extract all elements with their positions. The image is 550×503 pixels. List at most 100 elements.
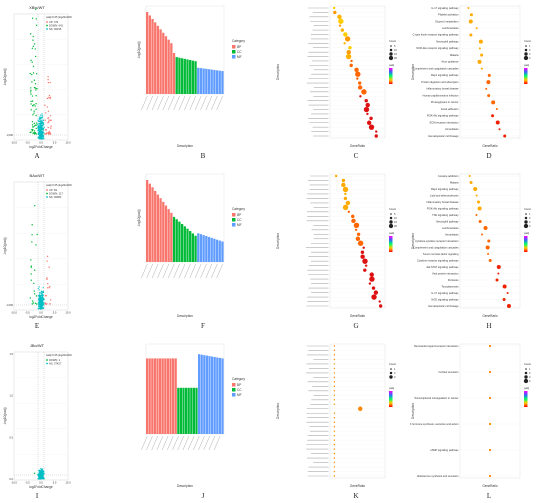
volcano-point-down (31, 100, 34, 102)
go-dot (495, 120, 500, 125)
panel-k-go-dot: GeneRatio Description Count 1 2 3 padj (275, 340, 410, 490)
count-legend-label: 1 (529, 212, 531, 216)
count-legend-dot (525, 213, 527, 215)
x-tick-label-stub (213, 435, 221, 451)
term-label: Platelet activation (438, 13, 459, 17)
count-legend-dot (524, 48, 528, 52)
volcano-point-ns (37, 295, 40, 297)
x-tick-label: 5.0 (53, 481, 57, 485)
go-bar (186, 59, 189, 94)
y-axis-label: Description (411, 64, 415, 80)
volcano-point-ns (42, 131, 44, 133)
go-dot (333, 367, 336, 370)
count-legend-title: Count (524, 39, 531, 43)
go-dot (347, 210, 351, 214)
volcano-point-ns (40, 128, 42, 130)
volcano-point-down (31, 303, 33, 305)
volcano-point-ns (38, 133, 40, 136)
volcano-point-ns (40, 299, 43, 301)
go-bar (216, 357, 219, 434)
volcano-point-ns (38, 476, 40, 479)
volcano-point-ns (43, 472, 45, 474)
volcano-point-ns (40, 121, 43, 124)
go-dot (353, 222, 360, 229)
term-label: Pertussis (448, 278, 459, 282)
volcano-point-up (49, 119, 52, 122)
term-label: Focal adhesion (441, 107, 459, 111)
go-dot (491, 114, 495, 118)
term-label: Cytokine receptor signaling pathway (417, 258, 459, 262)
go-bar (162, 201, 165, 262)
legend-swatch (46, 359, 48, 361)
term-label: Hematopoietic cell lineage (428, 304, 459, 308)
volcano-point-down (35, 73, 38, 75)
go-bar (148, 15, 151, 95)
count-legend-title: Count (524, 362, 531, 366)
volcano-point-up (47, 282, 49, 285)
x-tick-label-stub (200, 263, 207, 279)
term-label: Complement and coagulation cascades (413, 66, 459, 70)
panel-letter-h: H (486, 322, 492, 330)
volcano-point-down (31, 128, 33, 131)
go-bar (189, 60, 192, 94)
x-axis-label: log2FoldChange (29, 315, 53, 319)
volcano-point-down (29, 72, 31, 75)
volcano-point-up (46, 287, 49, 289)
panel-a-volcano: XBtx/WT padj<0.05 |log2FoldChange|>0.58UP… (2, 2, 72, 150)
volcano-point-ns (39, 471, 41, 474)
y-tick-label: 1,000 (7, 133, 14, 137)
go-dot (333, 430, 336, 432)
go-bar (197, 233, 200, 262)
volcano-point-up (48, 94, 51, 97)
x-tick-label-stub (141, 435, 148, 451)
x-tick-label-stub (189, 263, 196, 279)
go-dot (369, 276, 375, 282)
go-dot (351, 218, 356, 224)
go-dot (373, 290, 379, 295)
legend-label: CC (237, 218, 242, 222)
x-tick-label: -10.0 (11, 141, 17, 145)
volcano-point-up (49, 81, 51, 84)
go-dot (378, 300, 381, 303)
term-label: Malaria (450, 180, 459, 184)
plot-area (459, 343, 521, 479)
go-bar (203, 355, 206, 434)
go-dot (346, 49, 351, 55)
go-dot (475, 27, 478, 30)
volcano-point-up (48, 266, 50, 268)
x-tick-label-stub (141, 95, 148, 111)
go-dot (337, 14, 342, 20)
y-axis-label: Description (276, 233, 280, 249)
go-bar (148, 358, 151, 434)
volcano-point-ns (41, 477, 43, 479)
go-dot (333, 417, 336, 419)
volcano-point-down (33, 112, 35, 114)
term-label: ECM-receptor interaction (430, 120, 459, 124)
panel-i-volcano: JBo/WT padj<0.05 |log2FoldChange|>0.58DOW… (2, 340, 72, 490)
volcano-point-down (31, 17, 34, 19)
volcano-point-down (32, 45, 35, 48)
volcano-point-ns (39, 135, 41, 137)
volcano-point-ns (40, 297, 42, 300)
volcano-point-down (29, 33, 32, 35)
go-bar (146, 180, 149, 262)
x-tick-label-stub (146, 263, 153, 279)
count-legend-label: 5 (394, 44, 396, 48)
count-legend-dot (389, 371, 393, 375)
go-dot (355, 236, 361, 241)
panel-letter-c: C (353, 152, 359, 160)
volcano-point-down (35, 244, 37, 246)
go-bar (159, 29, 162, 94)
legend-swatch (232, 213, 236, 217)
volcano-point-down (35, 295, 38, 297)
volcano-point-ns (40, 467, 42, 470)
volcano-point-down (32, 302, 35, 304)
x-tick-label-stub (173, 263, 180, 279)
volcano-point-ns (40, 303, 42, 306)
volcano-point-down (35, 95, 37, 97)
x-tick-label-stub (162, 263, 170, 279)
volcano-point-ns (42, 297, 45, 299)
legend-label: BP (237, 213, 241, 217)
y-tick-label: 1.0 (9, 394, 13, 398)
x-tick-label-stub (194, 263, 202, 279)
